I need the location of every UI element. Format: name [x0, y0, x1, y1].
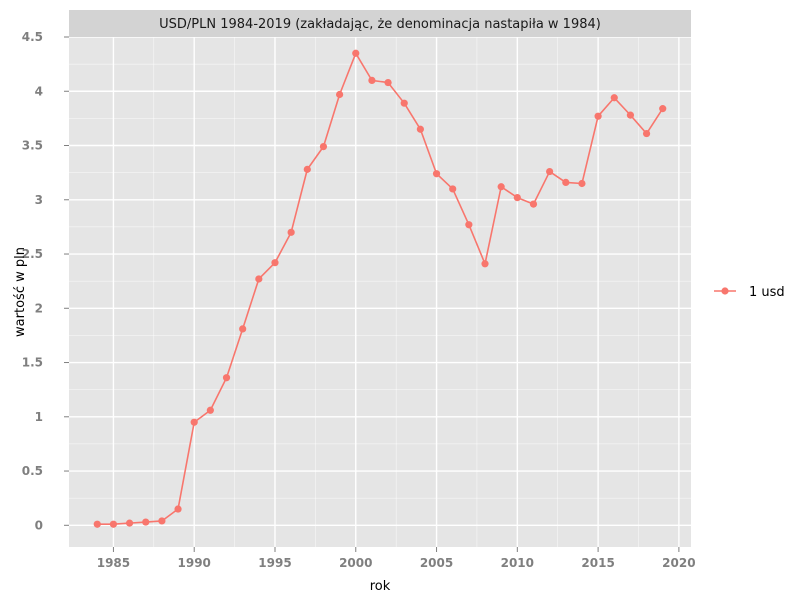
legend: 1 usd [714, 285, 785, 300]
plot-panel [69, 37, 691, 547]
data-point [222, 374, 231, 382]
data-point [93, 520, 101, 528]
data-point [481, 260, 489, 268]
y-tick-label: 2.5 [22, 247, 43, 261]
data-point [319, 142, 328, 151]
x-tick-label: 1995 [258, 556, 291, 570]
y-axis: 0 0.5 1 1.5 2 2.5 3 3.5 4 4.5 [22, 30, 69, 532]
data-point [336, 90, 344, 99]
x-axis: 1985 1990 1995 2000 2005 2010 2015 2020 [97, 547, 696, 570]
data-point [125, 519, 134, 527]
data-point [158, 517, 166, 525]
data-point [109, 520, 118, 528]
data-point [416, 125, 424, 133]
data-point [239, 325, 247, 333]
major-gridlines [69, 36, 691, 547]
data-point [271, 259, 279, 267]
data-point [513, 193, 521, 202]
data-point [432, 170, 441, 178]
x-tick-label: 1990 [178, 556, 211, 570]
data-point [642, 129, 651, 138]
data-point [190, 418, 198, 426]
data-point [400, 99, 408, 107]
data-point [659, 105, 667, 113]
x-axis-title: rok [370, 579, 391, 594]
y-tick-label: 1 [35, 410, 43, 424]
title-strip [69, 10, 691, 37]
data-point [206, 406, 214, 414]
data-point [465, 221, 473, 229]
x-tick-label: 2010 [501, 556, 534, 570]
chart-title: USD/PLN 1984-2019 (zakładając, że denomi… [159, 17, 601, 32]
y-tick-label: 3 [35, 193, 43, 207]
legend-label: 1 usd [749, 285, 785, 300]
x-tick-label: 2000 [339, 556, 372, 570]
data-point [384, 78, 392, 87]
data-point [174, 505, 182, 513]
data-point [255, 275, 263, 283]
data-point [303, 165, 311, 173]
x-tick-label: 2005 [420, 556, 453, 570]
y-tick-label: 3.5 [22, 139, 43, 153]
y-tick-label: 2 [35, 301, 43, 315]
y-tick-label: 0.5 [22, 464, 43, 478]
x-tick-label: 2015 [581, 556, 614, 570]
y-tick-label: 0 [35, 518, 43, 532]
data-point [546, 167, 554, 176]
y-tick-label: 1.5 [22, 356, 43, 370]
minor-gridlines [69, 37, 691, 547]
y-tick-label: 4.5 [22, 30, 43, 44]
data-point [352, 49, 360, 57]
data-point [610, 94, 618, 102]
y-tick-label: 4 [35, 84, 43, 98]
data-point [626, 111, 635, 119]
data-point [287, 228, 295, 236]
data-point [142, 518, 150, 526]
data-point [497, 183, 505, 191]
data-point [578, 179, 586, 188]
data-point [449, 185, 457, 193]
x-tick-label: 1985 [97, 556, 130, 570]
data-point [562, 178, 570, 187]
legend-key-point [721, 287, 729, 295]
series-layer [93, 49, 667, 528]
data-point [529, 200, 538, 208]
data-point [594, 112, 602, 120]
x-tick-label: 2020 [662, 556, 695, 570]
data-point [368, 76, 376, 85]
y-axis-title: wartość w pln [13, 247, 28, 337]
